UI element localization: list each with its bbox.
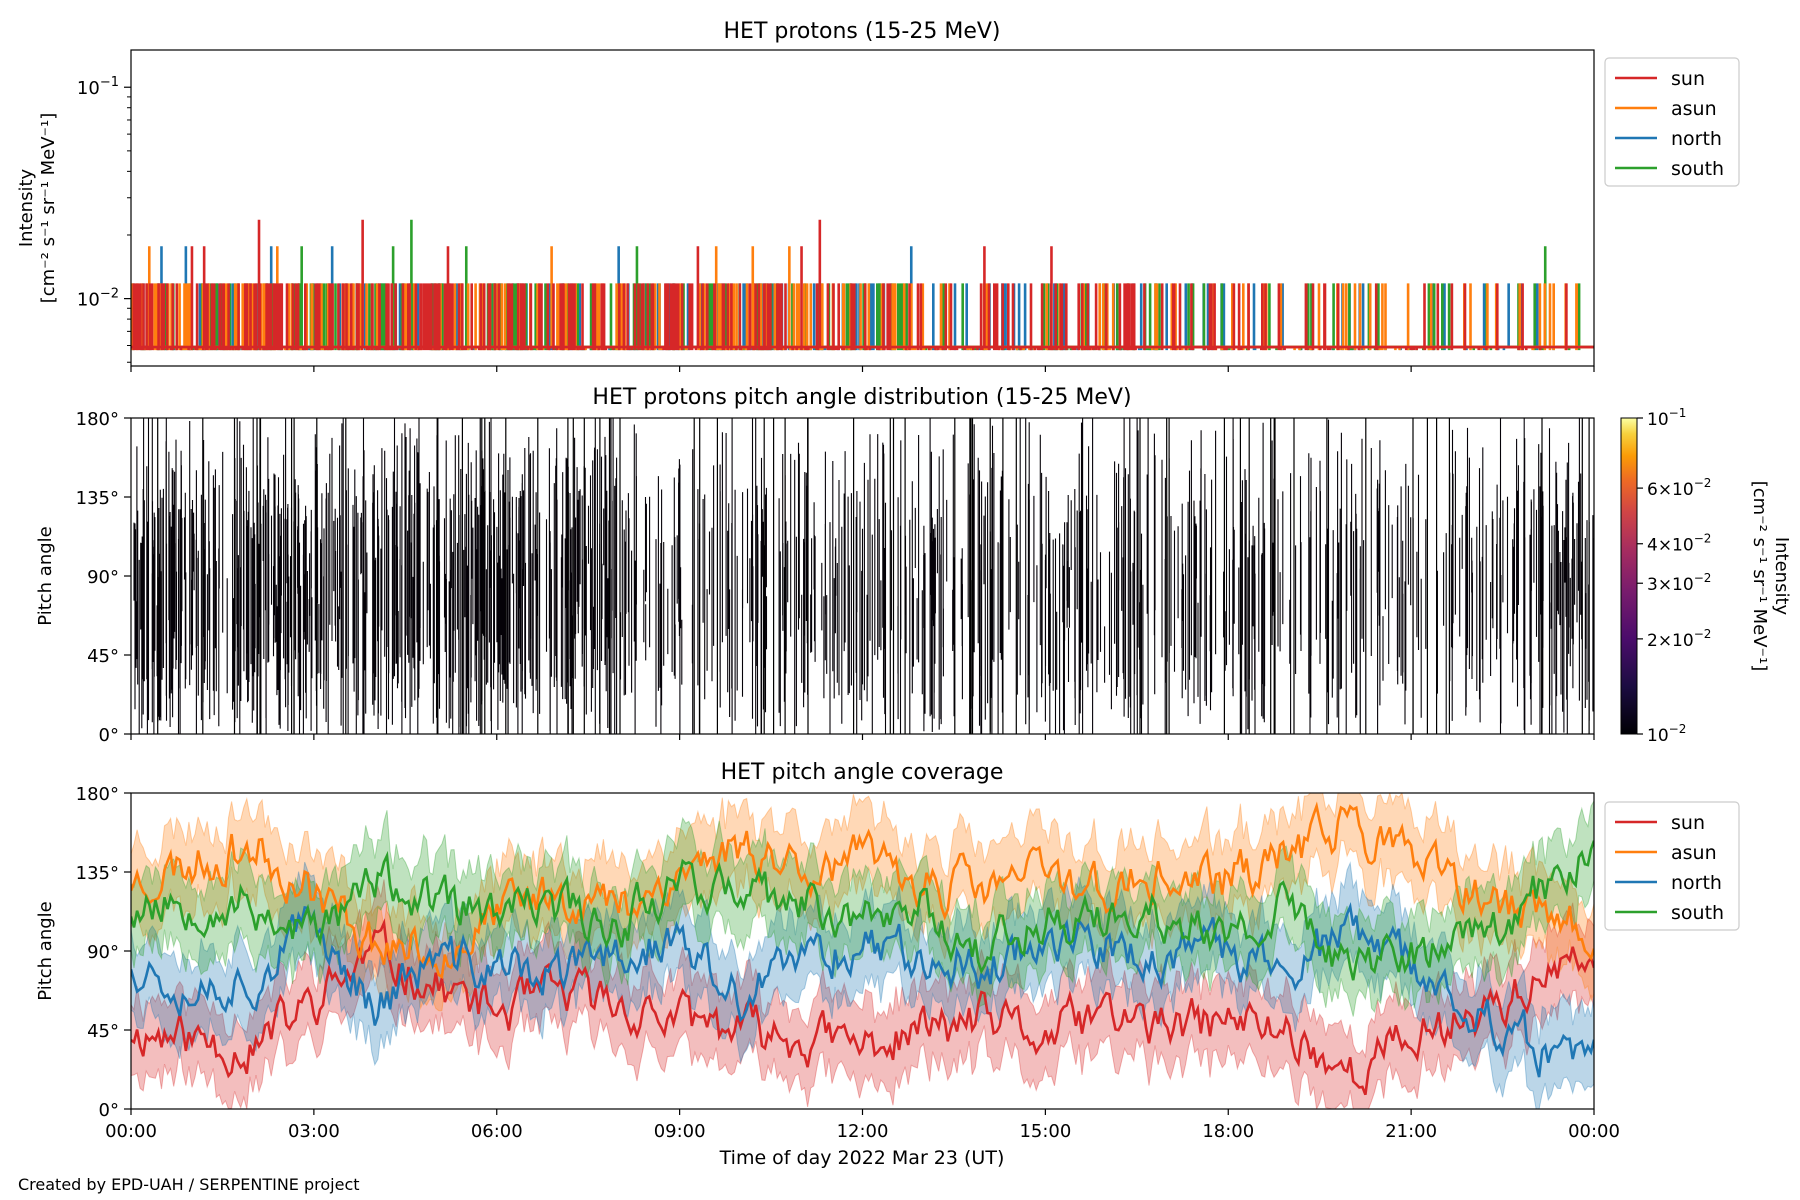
x-tick-label: 09:00 — [654, 1121, 706, 1142]
panel1-xticks — [130, 366, 1595, 372]
legend-frame — [1604, 801, 1740, 931]
panel1-ylabel-group: Intensity [cm⁻² s⁻¹ sr⁻¹ MeV⁻¹] — [16, 113, 59, 304]
y-tick-label: 45° — [87, 1021, 119, 1042]
panel-pitch-distribution: HET protons pitch angle distribution (15… — [35, 385, 1792, 746]
colorbar — [1620, 417, 1638, 735]
full-range-streaks — [157, 418, 1590, 734]
colorbar-tick-label: 2×10−2 — [1647, 627, 1711, 651]
x-tick-label: 18:00 — [1202, 1121, 1254, 1142]
y-tick-label: 90° — [87, 942, 119, 963]
x-tick-label: 06:00 — [471, 1121, 523, 1142]
panel2-xticks — [130, 734, 1595, 740]
y-tick-label: 10−2 — [77, 287, 119, 311]
line-sun — [131, 918, 1594, 1096]
panel2-yaxis: 0° 45° 90° 135° 180° — [76, 409, 131, 746]
panel1-ylabel: Intensity — [16, 168, 37, 247]
panel3-xticks: 00:00 03:00 06:00 09:00 12:00 15:00 18:00 21:00… — [105, 1109, 1620, 1142]
y-tick-label: 45° — [87, 646, 119, 667]
panel1-yunit: [cm⁻² s⁻¹ sr⁻¹ MeV⁻¹] — [38, 113, 59, 304]
y-tick-label: 0° — [99, 1100, 119, 1121]
series-sun-trace — [131, 283, 1594, 351]
xaxis-label: Time of day 2022 Mar 23 (UT) — [719, 1147, 1005, 1169]
panel3-data — [131, 793, 1594, 1109]
colorbar-tick-label: 6×10−2 — [1647, 476, 1711, 500]
legend-label-north: north — [1671, 128, 1722, 150]
band-north — [131, 861, 1594, 1109]
line-south — [131, 840, 1594, 981]
colorbar-tick-label: 4×10−2 — [1647, 532, 1711, 556]
x-tick-label: 12:00 — [837, 1121, 889, 1142]
y-tick-label: 180° — [76, 784, 119, 805]
colorbar-unit: [cm⁻² s⁻¹ sr⁻¹ MeV⁻¹] — [1749, 481, 1770, 672]
x-tick-label: 00:00 — [1568, 1121, 1620, 1142]
legend-label-sun: sun — [1671, 812, 1705, 834]
x-tick-label: 21:00 — [1385, 1121, 1437, 1142]
legend-label-south: south — [1671, 902, 1724, 924]
legend-label-south: south — [1671, 158, 1724, 180]
colorbar-tick-label: 3×10−2 — [1647, 571, 1711, 595]
pitch-streaks — [133, 418, 1594, 734]
line-asun — [131, 801, 1594, 980]
panel2-data — [133, 418, 1594, 734]
credit-text: Created by EPD-UAH / SERPENTINE project — [18, 1175, 360, 1194]
x-tick-label: 15:00 — [1019, 1121, 1071, 1142]
y-tick-label: 135° — [76, 488, 119, 509]
panel2-title: HET protons pitch angle distribution (15… — [592, 385, 1131, 410]
panel-intensity: HET protons (15-25 MeV) 10−1 10−2 Intensi… — [16, 19, 1740, 372]
legend-label-asun: asun — [1671, 98, 1717, 120]
panel1-legend: sun asun north south — [1604, 57, 1740, 187]
legend-frame — [1604, 57, 1740, 187]
colorbar-label: Intensity — [1771, 537, 1792, 616]
colorbar-ticks: 10−1 6×10−2 4×10−2 3×10−2 2×10−2 10−2 — [1637, 406, 1711, 746]
x-tick-label: 00:00 — [105, 1121, 157, 1142]
legend-label-north: north — [1671, 872, 1722, 894]
panel1-title: HET protons (15-25 MeV) — [724, 19, 1001, 44]
y-tick-label: 90° — [87, 567, 119, 588]
y-tick-label: 0° — [99, 725, 119, 746]
panel3-ylabel: Pitch angle — [35, 901, 56, 1000]
legend-label-asun: asun — [1671, 842, 1717, 864]
panel3-title: HET pitch angle coverage — [721, 760, 1004, 785]
y-tick-label: 10−1 — [77, 75, 119, 99]
y-tick-label: 135° — [76, 863, 119, 884]
x-tick-label: 03:00 — [288, 1121, 340, 1142]
panel-coverage: HET pitch angle coverage 0° 45° 90° 135° 180… — [35, 760, 1740, 1169]
colorbar-tick-label: 10−2 — [1647, 722, 1686, 746]
panel1-data — [131, 219, 1594, 351]
band-sun — [131, 879, 1594, 1109]
panel1-yaxis: 10−1 10−2 — [77, 75, 131, 363]
colorbar-label-group: Intensity [cm⁻² s⁻¹ sr⁻¹ MeV⁻¹] — [1749, 481, 1792, 672]
legend-label-sun: sun — [1671, 68, 1705, 90]
panel2-ylabel: Pitch angle — [35, 526, 56, 625]
panel3-yaxis: 0° 45° 90° 135° 180° — [76, 784, 131, 1121]
colorbar-tick-label: 10−1 — [1647, 406, 1686, 430]
panel3-legend: sun asun north south — [1604, 801, 1740, 931]
line-north — [131, 902, 1594, 1078]
y-tick-label: 180° — [76, 409, 119, 430]
